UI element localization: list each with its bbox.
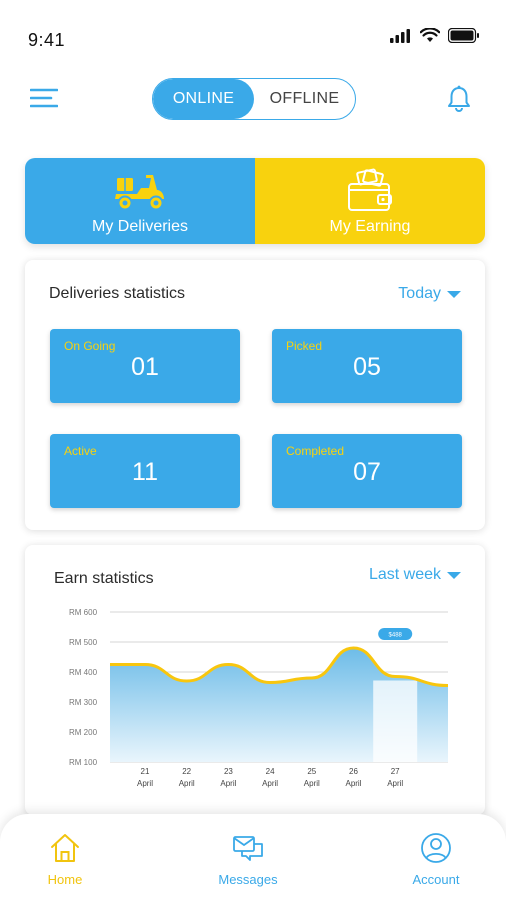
x-tick-day: 23 xyxy=(224,767,233,776)
stat-completed[interactable]: Completed 07 xyxy=(272,434,462,508)
x-tick-month: April xyxy=(179,779,195,788)
stat-label: Active xyxy=(64,444,97,458)
nav-home[interactable]: Home xyxy=(20,832,110,887)
stat-label: Completed xyxy=(286,444,345,458)
stat-label: On Going xyxy=(64,339,116,353)
y-tick-label: RM 200 xyxy=(69,728,98,737)
nav-messages-label: Messages xyxy=(218,872,278,887)
stat-value: 01 xyxy=(131,353,159,381)
status-bar: 9:41 xyxy=(0,0,506,70)
area-fill xyxy=(110,648,448,762)
y-tick-label: RM 500 xyxy=(69,638,98,647)
battery-icon xyxy=(448,28,479,43)
status-icons xyxy=(390,28,480,43)
y-tick-label: RM 300 xyxy=(69,698,98,707)
earn-line xyxy=(110,646,449,687)
messages-icon xyxy=(233,836,263,861)
x-tick-month: April xyxy=(387,779,403,788)
status-time: 9:41 xyxy=(28,30,66,50)
tab-my-earning-label: My Earning xyxy=(329,218,411,235)
deliveries-statistics-title: Deliveries statistics xyxy=(49,285,186,302)
top-nav: ONLINE OFFLINE xyxy=(0,76,506,122)
x-tick-month: April xyxy=(304,779,320,788)
bottom-nav: Home Messages Account xyxy=(0,814,506,900)
wifi-icon xyxy=(420,28,440,42)
caret-down-icon xyxy=(447,290,461,298)
main-tabs: My Deliveries My Earning xyxy=(25,158,485,244)
x-tick-day: 26 xyxy=(349,767,358,776)
nav-messages[interactable]: Messages xyxy=(203,832,293,887)
hamburger-menu-icon[interactable] xyxy=(29,86,59,110)
earn-period-dropdown[interactable]: Last week xyxy=(369,566,461,584)
x-tick-day: 27 xyxy=(391,767,400,776)
account-icon xyxy=(421,833,451,863)
y-tick-label: RM 100 xyxy=(69,758,98,767)
earn-statistics-card: Earn statistics Last week RM 600 RM 500 RM… xyxy=(25,545,485,815)
x-tick-month: April xyxy=(137,779,153,788)
home-icon xyxy=(51,834,79,862)
x-tick-day: 22 xyxy=(182,767,191,776)
tab-my-deliveries-label: My Deliveries xyxy=(91,218,188,235)
tab-my-earning[interactable]: My Earning xyxy=(255,158,485,244)
x-tick-day: 24 xyxy=(266,767,275,776)
earn-chart: RM 600 RM 500 RM 400 RM 300 RM 200 RM 100 $488… xyxy=(69,608,449,788)
wallet-icon xyxy=(348,168,392,211)
x-tick-month: April xyxy=(262,779,278,788)
earn-period-value: Last week xyxy=(368,566,441,583)
bell-icon[interactable] xyxy=(444,84,474,114)
nav-account-label: Account xyxy=(412,872,460,887)
scooter-icon xyxy=(115,175,164,211)
x-tick-day: 21 xyxy=(141,767,150,776)
x-tick-month: April xyxy=(345,779,361,788)
x-tick-month: April xyxy=(220,779,236,788)
stat-active[interactable]: Active 11 xyxy=(50,434,240,508)
earn-statistics-title: Earn statistics xyxy=(54,570,154,587)
stat-picked[interactable]: Picked 05 xyxy=(272,329,462,403)
online-offline-toggle: ONLINE OFFLINE xyxy=(152,78,356,120)
highlight-column xyxy=(373,680,418,762)
stat-ongoing[interactable]: On Going 01 xyxy=(50,329,240,403)
highlight-pill xyxy=(378,628,413,640)
caret-down-icon xyxy=(447,571,461,579)
deliveries-period-value: Today xyxy=(398,285,441,302)
signal-icon xyxy=(390,28,410,43)
x-tick-day: 25 xyxy=(307,767,316,776)
stat-value: 11 xyxy=(132,458,158,486)
deliveries-statistics-card: Deliveries statistics Today On Going 01 … xyxy=(25,260,485,530)
nav-account[interactable]: Account xyxy=(391,832,481,887)
stat-label: Picked xyxy=(286,339,323,353)
online-toggle-button[interactable]: ONLINE xyxy=(153,79,254,119)
y-tick-label: RM 400 xyxy=(69,668,98,677)
deliveries-period-dropdown[interactable]: Today xyxy=(398,285,461,303)
highlight-value: $488 xyxy=(389,633,403,639)
y-tick-label: RM 600 xyxy=(69,608,98,617)
offline-toggle-button[interactable]: OFFLINE xyxy=(269,90,340,107)
nav-home-label: Home xyxy=(47,872,83,887)
stat-value: 07 xyxy=(353,458,381,486)
stat-value: 05 xyxy=(353,353,381,381)
tab-my-deliveries[interactable]: My Deliveries xyxy=(25,158,255,244)
